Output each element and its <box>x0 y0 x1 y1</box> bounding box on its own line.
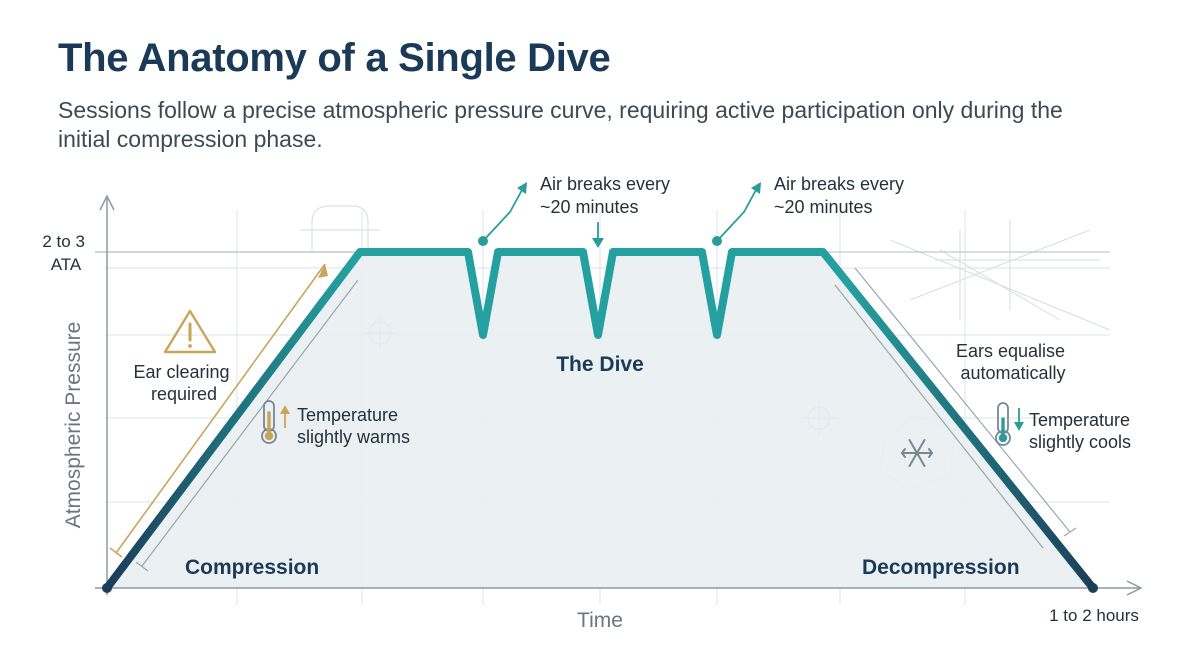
y-axis-label: Atmospheric Pressure <box>62 322 85 529</box>
y-tick-label-unit: ATA <box>51 255 82 274</box>
air-break-label-1: Air breaks every <box>540 174 670 194</box>
ear-clearing-label: Ear clearing <box>133 362 229 382</box>
warning-triangle-icon <box>163 309 217 354</box>
air-break-pointer <box>478 182 527 246</box>
temp-cool-label: Temperature <box>1029 410 1130 430</box>
arrow-up-icon <box>280 405 290 428</box>
curve-start-dot <box>102 583 112 593</box>
svg-text:Temperature slightly warms: Temperature slightly warms <box>297 405 410 447</box>
ears-equalise-label-line2: automatically <box>960 363 1065 383</box>
svg-text:2 to 3 ATA: 2 to 3 ATA <box>42 232 89 274</box>
page-title: The Anatomy of a Single Dive <box>58 36 611 80</box>
pressure-curve <box>103 248 1097 592</box>
ears-equalise-label: Ears equalise <box>956 341 1065 361</box>
decompression-guide <box>834 267 1077 549</box>
x-axis <box>95 580 1143 596</box>
phase-compression: Compression <box>185 556 319 579</box>
air-break-arrow <box>592 222 604 248</box>
temp-warm-label-line2: slightly warms <box>297 427 410 447</box>
air-break-label-2-line2: ~20 minutes <box>774 197 873 217</box>
x-end-label: 1 to 2 hours <box>1049 606 1139 625</box>
phase-dive: The Dive <box>556 353 644 376</box>
compression-guide <box>109 263 359 572</box>
air-break-pointer <box>712 182 761 246</box>
curve-end-dot <box>1088 583 1098 593</box>
ear-clearing-label-line2: required <box>151 384 217 404</box>
thermometer-warm-icon <box>261 400 277 444</box>
x-axis-label: Time <box>577 609 623 632</box>
arrow-down-icon <box>1014 408 1024 431</box>
air-break-label-2: Air breaks every <box>774 174 904 194</box>
temp-warm-label: Temperature <box>297 405 398 425</box>
snowflake-icon <box>900 439 934 467</box>
svg-text:Ear clearing required: Ear clearing required <box>133 362 234 404</box>
svg-text:Ears equalise automaticall: Ears equalise automatically <box>956 341 1070 383</box>
y-tick-label: 2 to 3 <box>42 232 85 251</box>
svg-text:Temperature slightly cools: Temperature slightly cools <box>1029 410 1135 452</box>
pressure-area <box>107 252 1093 588</box>
page-subtitle: Sessions follow a precise atmospheric pr… <box>58 97 1063 152</box>
svg-text:Air breaks every ~20 minut: Air breaks every ~20 minutes <box>540 174 675 217</box>
air-break-label-1-line2: ~20 minutes <box>540 197 639 217</box>
thermometer-cool-icon <box>995 402 1011 446</box>
temp-cool-label-line2: slightly cools <box>1029 432 1131 452</box>
y-axis <box>99 194 115 595</box>
phase-decompression: Decompression <box>862 556 1020 579</box>
svg-text:Air breaks every ~20 minut: Air breaks every ~20 minutes <box>774 174 909 217</box>
